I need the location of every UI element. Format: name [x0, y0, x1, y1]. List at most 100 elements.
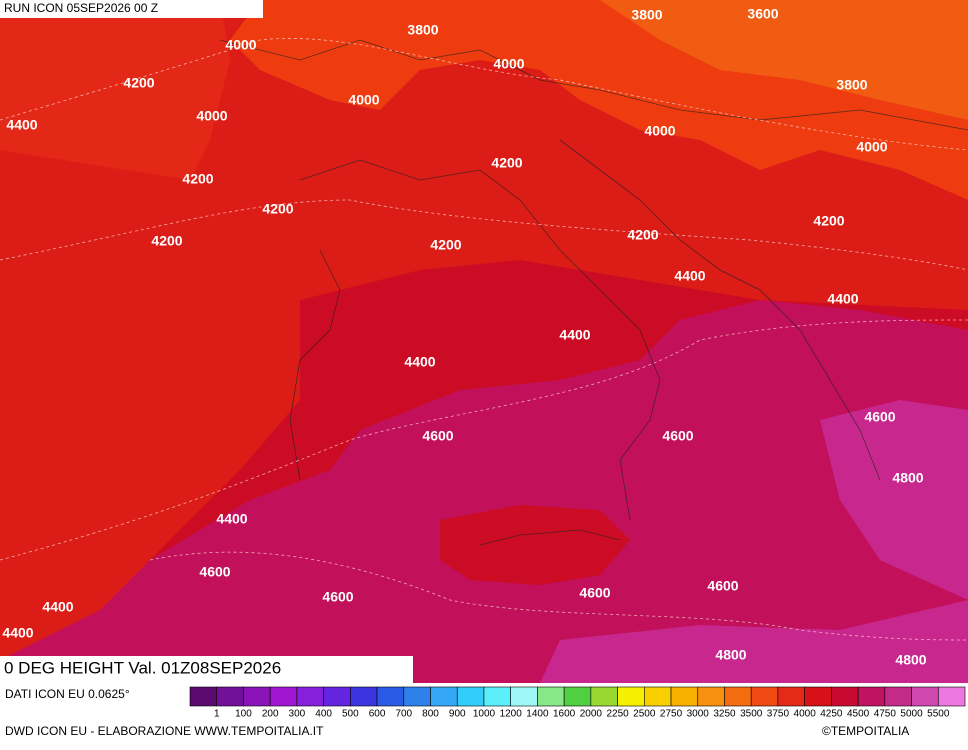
colorbar-swatch	[750, 686, 779, 707]
contour-lines	[0, 38, 968, 641]
colorbar-swatch	[269, 686, 298, 707]
colorbar-label: 800	[422, 709, 439, 720]
contour-label: 3800	[407, 22, 438, 38]
colorbar-label: 100	[235, 709, 252, 720]
contour-labels: 3800 3800 3600 4000 4000 3800 4200 4000 4400 4000…	[2, 6, 926, 668]
colorbar-swatch	[937, 686, 966, 707]
colorbar-label: 3750	[767, 709, 790, 720]
colorbar-swatch	[644, 686, 672, 707]
colorbar-swatch	[670, 686, 699, 707]
colorbar-swatch	[563, 686, 592, 707]
west-region	[0, 0, 230, 180]
contour-label: 4000	[196, 108, 227, 124]
contour-label: 4000	[856, 139, 887, 155]
contour-label: 4200	[151, 233, 182, 249]
colorbar-label: 3500	[740, 709, 763, 720]
colorbar-label: 900	[449, 709, 466, 720]
contour-label: 3800	[836, 77, 867, 93]
colorbar-swatch	[884, 686, 912, 707]
borders	[219, 39, 968, 546]
contour-label: 4400	[6, 117, 37, 133]
contour-label: 4600	[662, 428, 693, 444]
colorbar-label: 300	[289, 709, 306, 720]
contour-label: 4800	[715, 647, 746, 663]
light-orange-region	[600, 0, 968, 120]
contour-label: 4600	[422, 428, 453, 444]
colorbar-label: 2250	[606, 709, 629, 720]
colorbar-swatch	[804, 686, 832, 707]
colorbar-label: 700	[395, 709, 412, 720]
colorbar-label: 1600	[553, 709, 576, 720]
colorbar-label: 1000	[473, 709, 496, 720]
contour-label: 4200	[182, 171, 213, 187]
footer-credit: DWD ICON EU - ELABORAZIONE WWW.TEMPOITAL…	[5, 724, 324, 738]
colorbar-label: 1200	[500, 709, 523, 720]
colorbar-label: 5500	[927, 709, 950, 720]
contour-label: 4600	[322, 589, 353, 605]
contour-label: 4400	[559, 327, 590, 343]
contour-label: 4600	[199, 564, 230, 580]
contour-label: 4000	[348, 92, 379, 108]
contour-label: 4200	[491, 155, 522, 171]
colorbar-swatch	[243, 686, 271, 707]
contour-label: 4000	[225, 37, 256, 53]
colorbar-swatch	[216, 686, 244, 707]
pink-region-east	[820, 400, 968, 600]
colorbar-swatch	[510, 686, 538, 707]
colorbar-swatch	[403, 686, 431, 707]
contour-label: 4400	[216, 511, 247, 527]
colorbar-label: 2000	[580, 709, 603, 720]
contour-label: 4200	[262, 201, 293, 217]
colorbar-swatch	[857, 686, 886, 707]
contour-label: 4400	[42, 599, 73, 615]
colorbar-swatch	[617, 686, 645, 707]
contour-label: 4400	[2, 625, 33, 641]
contour-label: 4800	[895, 652, 926, 668]
colorbar-label: 3000	[687, 709, 710, 720]
colorbar-label: 200	[262, 709, 279, 720]
map-title: 0 DEG HEIGHT Val. 01Z08SEP2026	[4, 658, 281, 677]
colorbar-label: 1400	[526, 709, 549, 720]
colorbar-label: 4250	[820, 709, 843, 720]
colorbar-label: 2750	[660, 709, 683, 720]
colorbar-swatch	[777, 686, 805, 707]
contour-label: 4800	[892, 470, 923, 486]
colorbar-label: 4500	[847, 709, 870, 720]
contour-label: 4600	[579, 585, 610, 601]
colorbar-swatch	[537, 686, 565, 707]
contour-label: 3600	[747, 6, 778, 22]
colorbar-label: 2500	[633, 709, 656, 720]
footer-copyright: ©TEMPOITALIA	[822, 724, 909, 738]
colorbar-swatch	[456, 686, 485, 707]
contour-label: 4400	[404, 354, 435, 370]
contour-label: 4200	[813, 213, 844, 229]
colorbar-label: 400	[315, 709, 332, 720]
colorbar-label: 500	[342, 709, 359, 720]
colorbar: 1 100 200 300 400 500 600 700 800 900 1000 1200 1400…	[189, 686, 966, 720]
colorbar-swatch	[590, 686, 618, 707]
sicily-region	[440, 505, 630, 585]
colorbar-swatch	[831, 686, 859, 707]
contour-label: 4400	[827, 291, 858, 307]
colorbar-swatch	[189, 686, 218, 707]
colorbar-swatch	[430, 686, 458, 707]
contour-label: 4200	[430, 237, 461, 253]
contour-label: 4000	[644, 123, 675, 139]
colorbar-label: 600	[369, 709, 386, 720]
colorbar-swatch	[296, 686, 324, 707]
map-title-box	[0, 656, 413, 683]
colorbar-swatch	[911, 686, 939, 707]
contour-label: 4200	[627, 227, 658, 243]
contour-label: 4200	[123, 75, 154, 91]
pink-region	[540, 600, 968, 683]
colorbar-swatch	[323, 686, 351, 707]
colorbar-swatch	[697, 686, 725, 707]
colorbar-swatch	[376, 686, 405, 707]
colorbar-label: 3250	[713, 709, 736, 720]
header-box	[0, 0, 263, 18]
contour-label: 3800	[631, 7, 662, 23]
contour-label: 4400	[674, 268, 705, 284]
colorbar-swatch	[724, 686, 752, 707]
